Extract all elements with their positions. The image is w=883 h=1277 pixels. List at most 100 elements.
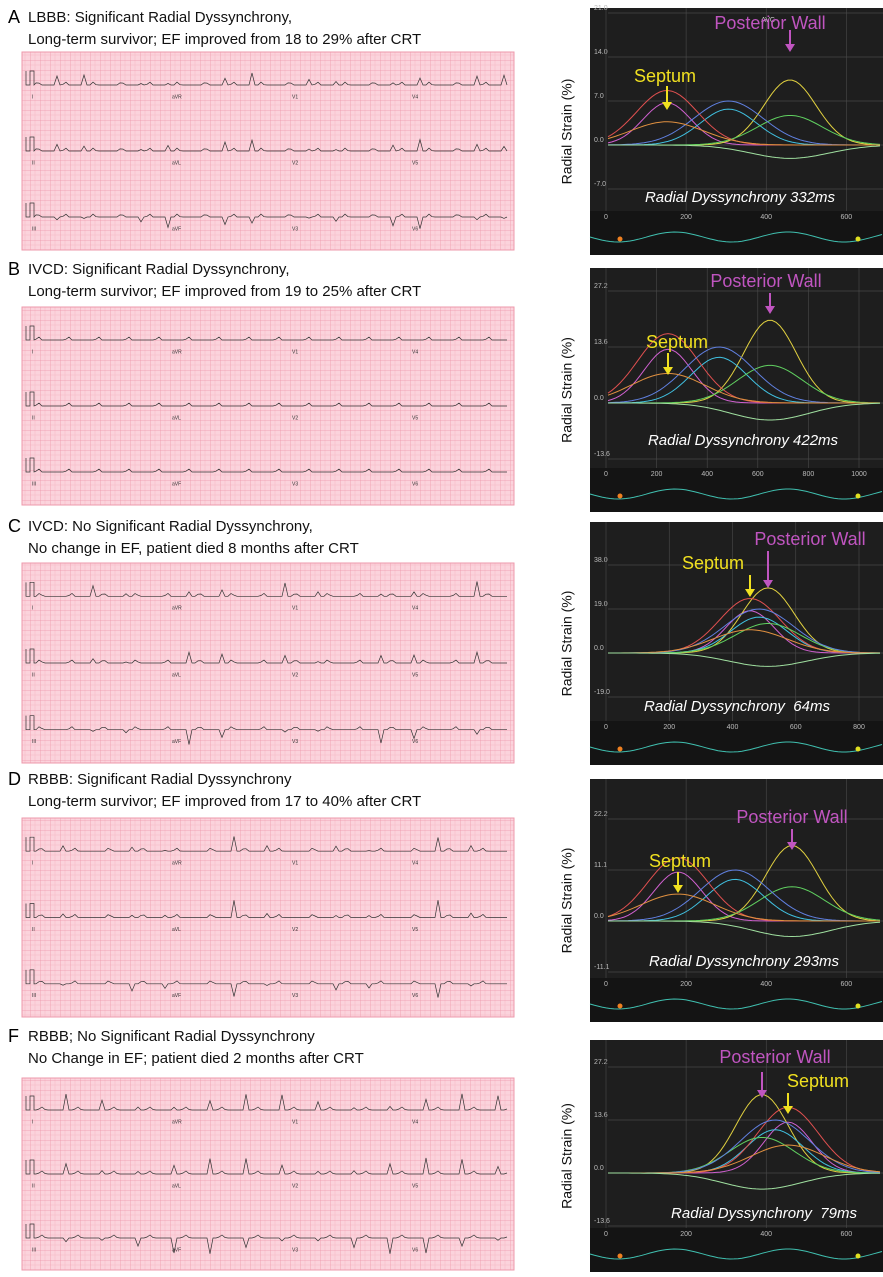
strip-dot bbox=[618, 747, 623, 752]
y-tick-label: -13.6 bbox=[594, 451, 610, 458]
ecg-lead-label: V1 bbox=[292, 349, 298, 355]
y-axis-label: Radial Strain (%) bbox=[559, 79, 575, 185]
x-tick-label: 0 bbox=[604, 471, 608, 478]
ecg-lead-label: II bbox=[32, 672, 35, 678]
panel-title: No Change in EF; patient died 2 months a… bbox=[28, 1050, 364, 1067]
ecg-lead-label: V6 bbox=[412, 993, 418, 999]
ecg-lead-label: V4 bbox=[412, 606, 418, 612]
strip-dot bbox=[618, 237, 623, 242]
ecg-lead-label: III bbox=[32, 226, 36, 232]
ecg-lead-label: aVL bbox=[172, 927, 181, 933]
ecg-lead-label: V1 bbox=[292, 1119, 298, 1125]
posterior-wall-label: Posterior Wall bbox=[719, 1047, 830, 1067]
ecg-lead-label: V5 bbox=[412, 160, 418, 166]
ecg-lead-label: aVF bbox=[172, 993, 181, 999]
dyssynchrony-label: Radial Dyssynchrony 293ms bbox=[649, 953, 840, 970]
y-axis-label: Radial Strain (%) bbox=[559, 848, 575, 954]
y-tick-label: 11.1 bbox=[594, 862, 607, 869]
ecg-lead-label: V3 bbox=[292, 993, 298, 999]
panel-title: LBBB: Significant Radial Dyssynchrony, bbox=[28, 9, 292, 26]
ecg-lead-label: III bbox=[32, 993, 36, 999]
x-tick-label: 400 bbox=[760, 214, 772, 221]
panel-letter: F bbox=[8, 1026, 19, 1046]
ecg-lead-label: V4 bbox=[412, 94, 418, 100]
ecg-lead-label: V1 bbox=[292, 860, 298, 866]
y-tick-label: 21.0 bbox=[594, 5, 608, 12]
ecg-lead-label: aVL bbox=[172, 1183, 181, 1189]
ecg-lead-label: V2 bbox=[292, 927, 298, 933]
panel-title: RBBB: Significant Radial Dyssynchrony bbox=[28, 771, 292, 788]
ecg-lead-label: III bbox=[32, 1247, 36, 1253]
y-tick-label: 38.0 bbox=[594, 557, 608, 564]
y-axis-label: Radial Strain (%) bbox=[559, 591, 575, 697]
ecg-lead-label: aVF bbox=[172, 1247, 181, 1253]
panel-letter: B bbox=[8, 259, 20, 279]
ecg-lead-label: aVF bbox=[172, 481, 181, 487]
y-tick-label: 13.6 bbox=[594, 339, 608, 346]
strip-dot bbox=[618, 1254, 623, 1259]
panel-title: Long-term survivor; EF improved from 19 … bbox=[28, 283, 421, 300]
ecg-lead-label: V5 bbox=[412, 1183, 418, 1189]
strip-dot bbox=[618, 1004, 623, 1009]
ecg-lead-label: I bbox=[32, 1119, 33, 1125]
ecg-lead-label: V4 bbox=[412, 860, 418, 866]
ecg-lead-label: V2 bbox=[292, 1183, 298, 1189]
ecg-lead-label: aVL bbox=[172, 160, 181, 166]
ecg-lead-label: aVR bbox=[172, 94, 182, 100]
y-tick-label: 19.0 bbox=[594, 601, 608, 608]
y-tick-label: 27.2 bbox=[594, 1059, 608, 1066]
ecg-lead-label: aVL bbox=[172, 415, 181, 421]
ecg-lead-label: V3 bbox=[292, 226, 298, 232]
ecg-lead-label: I bbox=[32, 349, 33, 355]
ecg-lead-label: I bbox=[32, 94, 33, 100]
ecg-lead-label: V2 bbox=[292, 415, 298, 421]
y-tick-label: 22.2 bbox=[594, 811, 608, 818]
ecg-lead-label: aVR bbox=[172, 349, 182, 355]
ecg-lead-label: V6 bbox=[412, 739, 418, 745]
strain-strip-bg bbox=[590, 1228, 883, 1272]
posterior-wall-label: Posterior Wall bbox=[714, 13, 825, 33]
dyssynchrony-label: Radial Dyssynchrony 332ms bbox=[645, 189, 836, 206]
y-tick-label: 7.0 bbox=[594, 93, 604, 100]
ecg-lead-label: V6 bbox=[412, 481, 418, 487]
septum-label: Septum bbox=[787, 1071, 849, 1091]
x-tick-label: 400 bbox=[727, 724, 739, 731]
panel-title: Long-term survivor; EF improved from 17 … bbox=[28, 793, 421, 810]
y-tick-label: 27.2 bbox=[594, 283, 608, 290]
ecg-lead-label: V1 bbox=[292, 94, 298, 100]
x-tick-label: 400 bbox=[760, 1231, 772, 1238]
panel-title: RBBB; No Significant Radial Dyssynchrony bbox=[28, 1028, 315, 1045]
ecg-lead-label: V6 bbox=[412, 226, 418, 232]
figure: A LBBB: Significant Radial Dyssynchrony, L… bbox=[0, 0, 883, 1277]
x-tick-label: 800 bbox=[853, 724, 865, 731]
y-tick-label: 13.6 bbox=[594, 1112, 608, 1119]
x-tick-label: 200 bbox=[663, 724, 675, 731]
panel-letter: D bbox=[8, 769, 21, 789]
ecg-lead-label: V5 bbox=[412, 415, 418, 421]
ecg-lead-label: III bbox=[32, 481, 36, 487]
x-tick-label: 200 bbox=[680, 1231, 692, 1238]
strip-dot bbox=[856, 747, 861, 752]
septum-label: Septum bbox=[646, 332, 708, 352]
strain-strip-bg bbox=[590, 468, 883, 512]
y-tick-label: 0.0 bbox=[594, 137, 604, 144]
septum-label: Septum bbox=[634, 66, 696, 86]
ecg-lead-label: II bbox=[32, 1183, 35, 1189]
strip-dot bbox=[856, 237, 861, 242]
ecg-lead-label: V2 bbox=[292, 160, 298, 166]
strip-dot bbox=[856, 1004, 861, 1009]
x-tick-label: 0 bbox=[604, 724, 608, 731]
dyssynchrony-label: Radial Dyssynchrony 422ms bbox=[648, 432, 839, 449]
x-tick-label: 400 bbox=[701, 471, 713, 478]
ecg-lead-label: V3 bbox=[292, 739, 298, 745]
x-tick-label: 600 bbox=[841, 214, 853, 221]
posterior-wall-label: Posterior Wall bbox=[736, 807, 847, 827]
strain-strip-bg bbox=[590, 978, 883, 1022]
ecg-lead-label: aVF bbox=[172, 226, 181, 232]
septum-label: Septum bbox=[649, 851, 711, 871]
ecg-lead-label: I bbox=[32, 860, 33, 866]
panel-title: IVCD: Significant Radial Dyssynchrony, bbox=[28, 261, 290, 278]
panel-letter: A bbox=[8, 7, 20, 27]
x-tick-label: 600 bbox=[752, 471, 764, 478]
x-tick-label: 1000 bbox=[851, 471, 867, 478]
